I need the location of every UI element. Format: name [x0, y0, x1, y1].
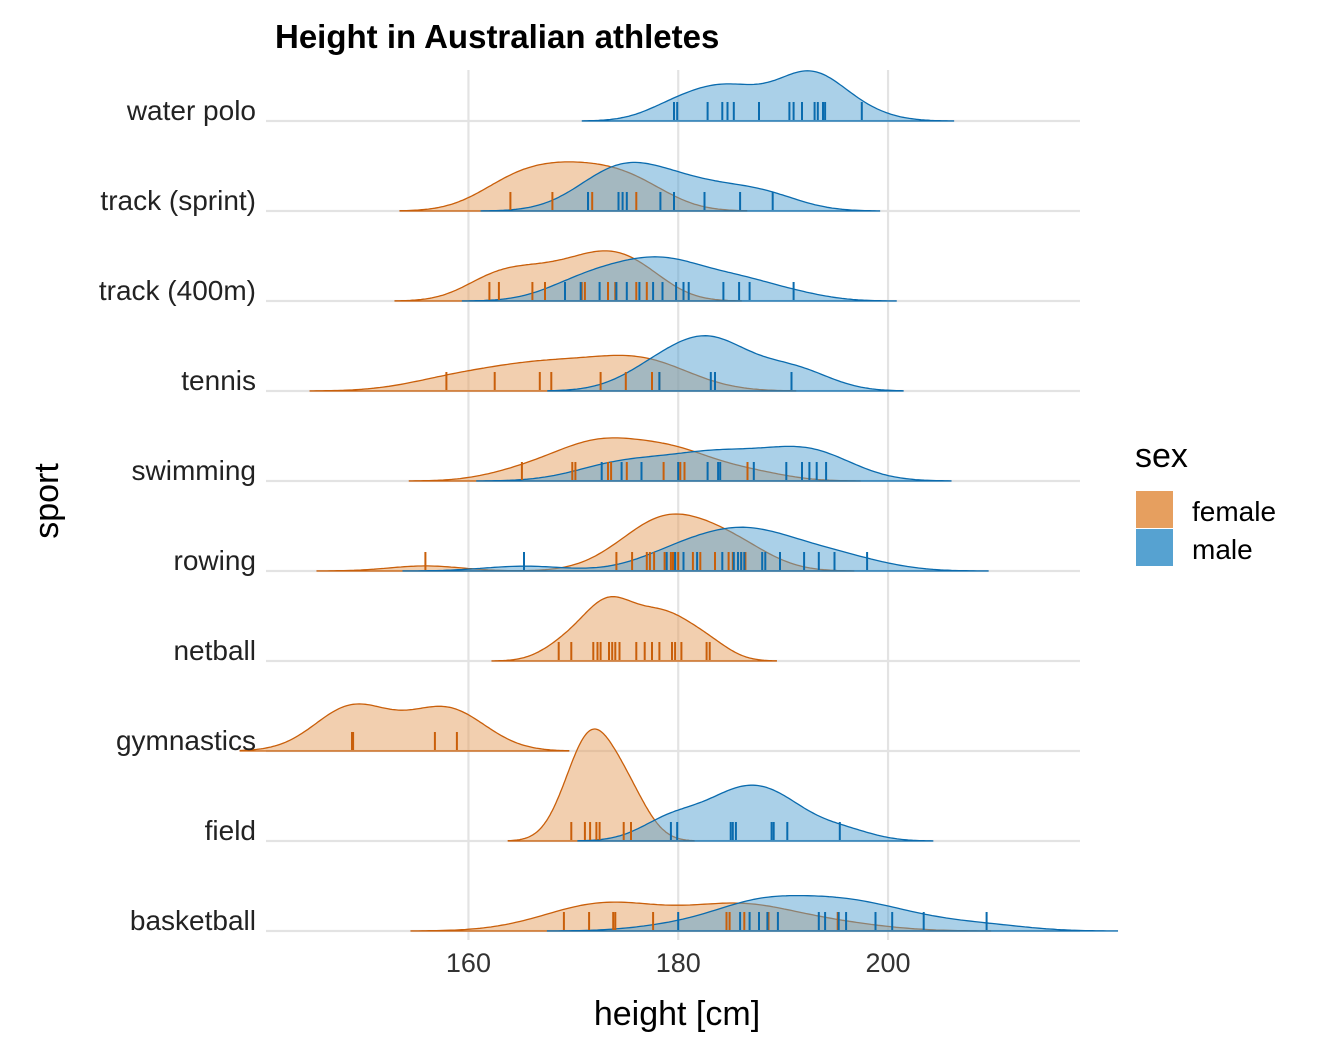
- gridlines: [467, 70, 890, 940]
- y-tick-label-track-400m: track (400m): [99, 275, 256, 306]
- ridge-water-polo-male: [581, 70, 955, 122]
- y-tick-label-track-sprint: track (sprint): [100, 185, 256, 216]
- legend-title: sex: [1135, 437, 1188, 475]
- y-tick-label-swimming: swimming: [132, 455, 256, 486]
- ridge-swimming-male: [476, 445, 952, 482]
- y-tick-label-netball: netball: [173, 635, 256, 666]
- chart-title: Height in Australian athletes: [275, 18, 719, 55]
- ridge-field-male: [577, 784, 934, 842]
- y-tick-label-basketball: basketball: [130, 905, 256, 936]
- x-tick-labels: 160 180 200: [446, 948, 911, 978]
- rug-ticks: [351, 102, 988, 930]
- y-tick-label-rowing: rowing: [174, 545, 256, 576]
- ridge-basketball-male: [546, 894, 1119, 932]
- legend-swatch-female: [1136, 491, 1173, 528]
- x-tick-label-200: 200: [866, 948, 911, 978]
- legend-swatch-male: [1136, 529, 1173, 566]
- y-tick-label-tennis: tennis: [181, 365, 256, 396]
- ridge-netball-female: [491, 596, 777, 662]
- y-tick-label-field: field: [205, 815, 256, 846]
- y-axis-label: sport: [28, 463, 66, 539]
- ridge-tennis-male: [547, 335, 904, 392]
- y-tick-label-gymnastics: gymnastics: [116, 725, 256, 756]
- legend-label-male: male: [1192, 534, 1253, 565]
- density-ridges: [239, 70, 1119, 932]
- ridge-rowing-male: [402, 526, 989, 572]
- x-tick-label-160: 160: [446, 948, 491, 978]
- y-tick-label-water-polo: water polo: [126, 95, 256, 126]
- x-axis-label: height [cm]: [594, 995, 760, 1033]
- x-tick-label-180: 180: [656, 948, 701, 978]
- legend-label-female: female: [1192, 496, 1276, 527]
- ridge-track-sprint-male: [480, 161, 881, 212]
- y-tick-labels: basketball field gymnastics netball rowing sw…: [99, 95, 256, 936]
- legend: sex female male: [1135, 437, 1276, 566]
- ridge-gymnastics-female: [239, 703, 570, 752]
